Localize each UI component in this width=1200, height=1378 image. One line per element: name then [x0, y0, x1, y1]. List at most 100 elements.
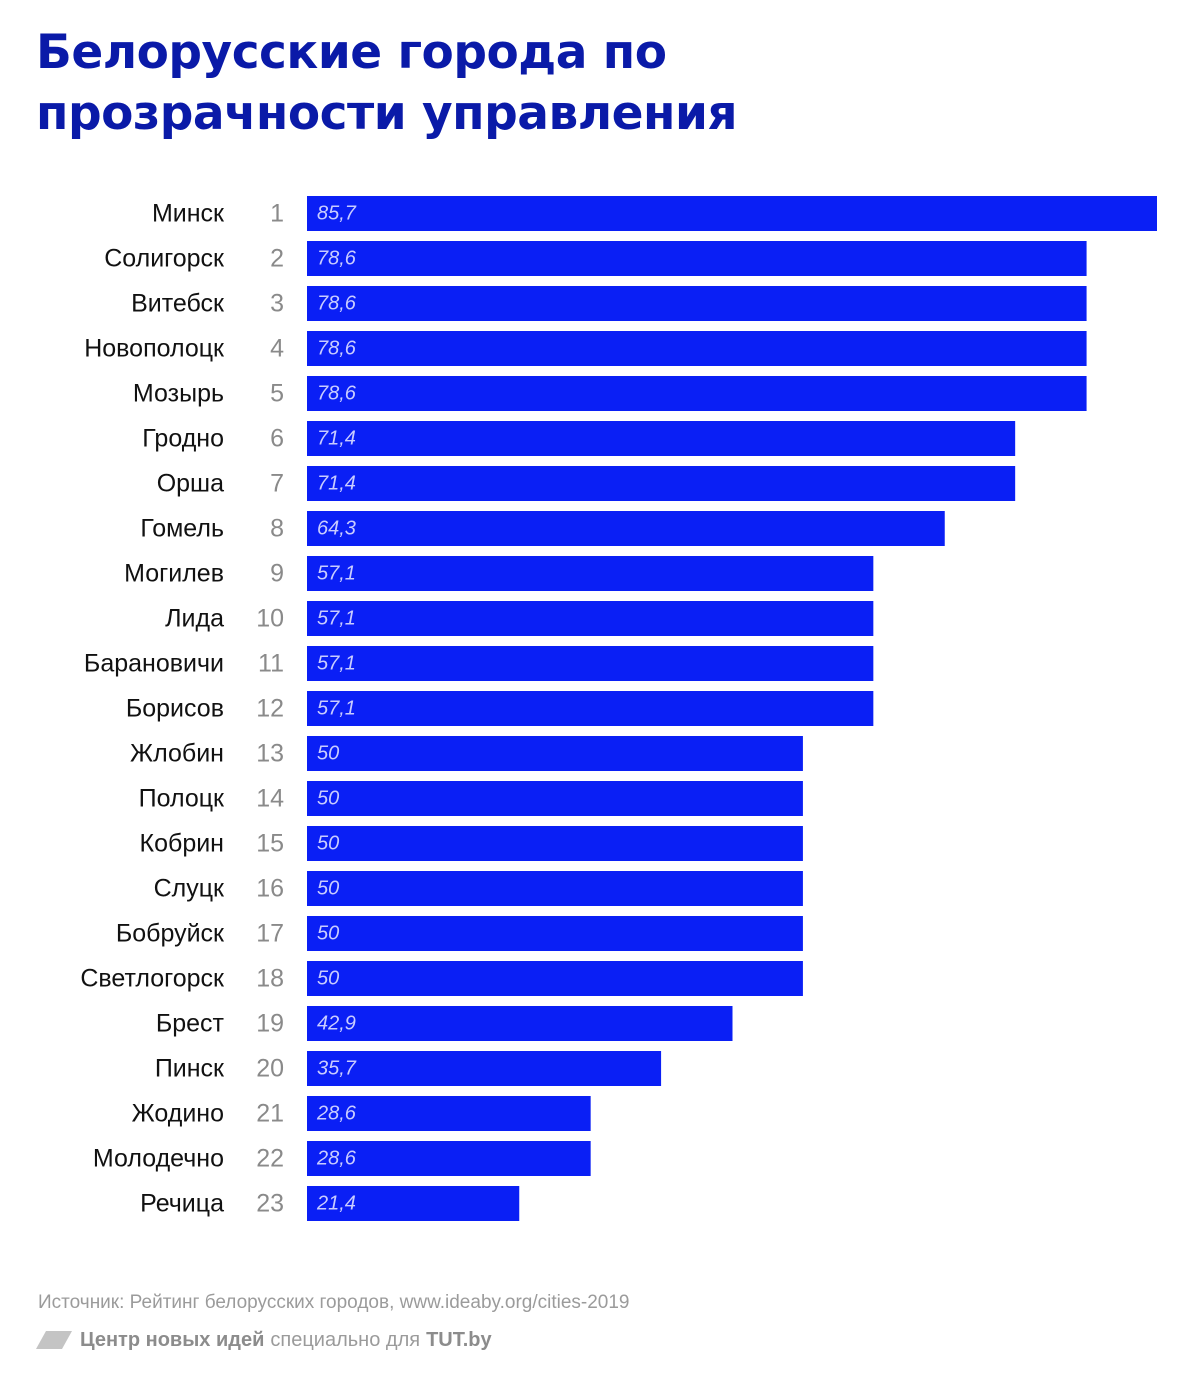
bar	[307, 511, 945, 546]
footer-org: Центр новых идей	[80, 1328, 265, 1351]
rank-label: 17	[256, 920, 284, 948]
value-label: 28,6	[316, 1148, 357, 1170]
bar	[307, 781, 803, 816]
bar-chart: Минск 1 85,7 Солигорск 2 78,6 Витебск 3 78,6 Ново…	[80, 196, 1157, 1221]
value-label: 85,7	[317, 203, 357, 225]
value-label: 78,6	[317, 293, 357, 315]
value-label: 57,1	[317, 608, 356, 630]
bar	[307, 646, 874, 681]
bar	[307, 1006, 733, 1041]
rank-label: 9	[270, 560, 284, 588]
value-label: 42,9	[317, 1013, 356, 1035]
city-label: Новополоцк	[84, 335, 225, 363]
value-label: 50	[317, 833, 339, 855]
value-label: 78,6	[317, 383, 357, 405]
bar	[307, 1096, 591, 1131]
rank-label: 12	[256, 695, 284, 723]
bar	[307, 601, 874, 636]
bar	[307, 826, 803, 861]
city-label: Борисов	[126, 695, 224, 723]
value-label: 50	[317, 788, 339, 810]
value-label: 50	[317, 923, 339, 945]
city-label: Витебск	[131, 290, 225, 318]
rank-label: 4	[270, 335, 284, 363]
rank-label: 7	[270, 470, 284, 498]
value-label: 35,7	[317, 1058, 357, 1080]
bar	[307, 691, 874, 726]
footer: Центр новых идей специально для TUT.by	[36, 1326, 492, 1354]
city-label: Барановичи	[84, 650, 224, 678]
rank-label: 1	[270, 200, 284, 228]
city-label: Мозырь	[133, 380, 224, 408]
value-label: 50	[317, 878, 339, 900]
rank-label: 13	[256, 740, 284, 768]
rank-label: 18	[256, 965, 284, 993]
value-label: 71,4	[317, 473, 356, 495]
bar	[307, 241, 1087, 276]
footer-site[interactable]: TUT.by	[426, 1328, 492, 1351]
rank-label: 8	[270, 515, 284, 543]
bar	[307, 961, 803, 996]
bar	[307, 871, 803, 906]
rank-label: 23	[256, 1190, 284, 1218]
value-label: 50	[317, 968, 339, 990]
city-label: Молодечно	[93, 1145, 224, 1173]
city-label: Полоцк	[139, 785, 225, 813]
city-label: Бобруйск	[116, 920, 225, 948]
city-label: Брест	[156, 1010, 225, 1038]
city-label: Солигорск	[104, 245, 225, 273]
bar	[307, 1186, 520, 1221]
value-label: 21,4	[316, 1193, 356, 1215]
bar	[307, 466, 1016, 501]
city-label: Лида	[165, 605, 224, 633]
value-label: 78,6	[317, 338, 357, 360]
bar	[307, 376, 1087, 411]
value-label: 64,3	[317, 518, 356, 540]
bar	[307, 331, 1087, 366]
rank-label: 6	[270, 425, 284, 453]
bar	[307, 916, 803, 951]
bar	[307, 196, 1157, 231]
city-label: Речица	[140, 1190, 224, 1218]
city-label: Гродно	[142, 425, 224, 453]
rank-label: 2	[270, 245, 284, 273]
bar	[307, 1141, 591, 1176]
bar	[307, 556, 874, 591]
city-label: Минск	[152, 200, 225, 228]
logo-icon	[36, 1331, 72, 1349]
rank-label: 11	[258, 650, 284, 678]
bar	[307, 736, 803, 771]
rank-label: 10	[256, 605, 284, 633]
city-label: Орша	[157, 470, 224, 498]
rank-label: 20	[256, 1055, 284, 1083]
rank-label: 22	[256, 1145, 284, 1173]
city-label: Гомель	[140, 515, 224, 543]
rank-label: 21	[256, 1100, 284, 1128]
rank-label: 16	[256, 875, 284, 903]
footer-middle: специально для	[270, 1328, 421, 1351]
city-label: Жодино	[132, 1100, 224, 1128]
rank-label: 15	[256, 830, 284, 858]
value-label: 78,6	[317, 248, 357, 270]
value-label: 57,1	[317, 563, 356, 585]
city-label: Светлогорск	[80, 965, 225, 993]
city-label: Пинск	[155, 1055, 225, 1083]
bar	[307, 286, 1087, 321]
rank-label: 5	[270, 380, 284, 408]
rank-label: 14	[256, 785, 284, 813]
value-label: 71,4	[317, 428, 356, 450]
value-label: 50	[317, 743, 339, 765]
rank-label: 3	[270, 290, 284, 318]
city-label: Слуцк	[154, 875, 225, 903]
chart-title: Белорусские города по прозрачности управ…	[36, 25, 738, 141]
value-label: 28,6	[316, 1103, 357, 1125]
rank-label: 19	[256, 1010, 284, 1038]
source-note: Источник: Рейтинг белорусских городов, w…	[38, 1292, 630, 1313]
bar	[307, 421, 1016, 456]
value-label: 57,1	[317, 698, 356, 720]
city-label: Могилев	[124, 560, 224, 588]
bar	[307, 1051, 662, 1086]
city-label: Жлобин	[130, 740, 224, 768]
value-label: 57,1	[317, 653, 356, 675]
city-label: Кобрин	[140, 830, 224, 858]
